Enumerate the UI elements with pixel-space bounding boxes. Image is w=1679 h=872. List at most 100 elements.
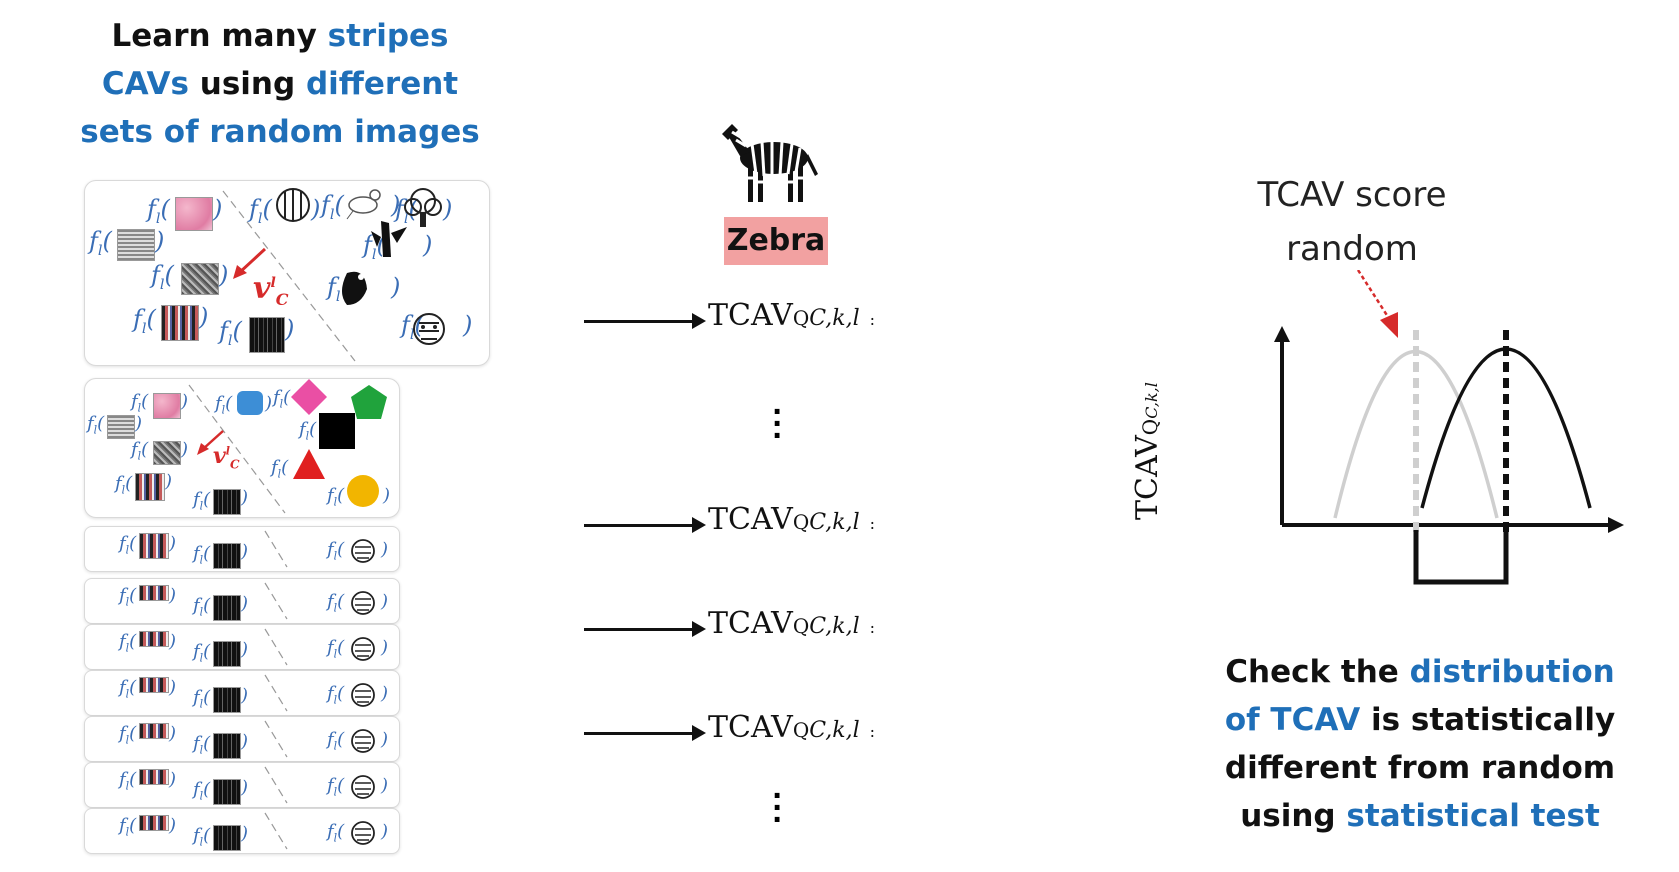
right-conclusion-segment: is statistically bbox=[1360, 702, 1616, 738]
f-label: fl( bbox=[119, 533, 137, 557]
paren: ) bbox=[169, 723, 177, 744]
left-headline-segment: CAVs bbox=[101, 66, 189, 102]
tcav-score-label: TCAV score random bbox=[1232, 168, 1472, 276]
gray-stripes-thumb bbox=[117, 229, 155, 261]
f-label: fl( bbox=[327, 729, 345, 753]
tcav-score-expression: TCAVQC,k,l: bbox=[708, 298, 875, 333]
color-stripes-thumb bbox=[139, 769, 169, 785]
f-label: fl( bbox=[215, 393, 233, 417]
color-stripes-thumb bbox=[139, 585, 169, 601]
paren: ) bbox=[311, 195, 321, 223]
f-label: fl( bbox=[119, 769, 137, 793]
paren: ) bbox=[285, 315, 295, 343]
paren: ) bbox=[169, 585, 177, 606]
color-stripes-thumb bbox=[139, 631, 169, 647]
paren: ) bbox=[383, 485, 391, 506]
f-label: fl( bbox=[193, 825, 211, 849]
tcav-score-line1: TCAV score bbox=[1257, 175, 1447, 215]
paren: ) bbox=[169, 631, 177, 652]
pink-texture-thumb bbox=[153, 393, 181, 419]
f-label: fl( bbox=[119, 631, 137, 655]
cav-arrow-icon bbox=[233, 247, 267, 279]
paren: ) bbox=[241, 487, 249, 508]
left-headline-segment: sets of random images bbox=[80, 114, 480, 150]
cav-card-stacked: fl() fl() fl() bbox=[84, 716, 400, 762]
paren: ) bbox=[381, 821, 389, 842]
cav-card-stacked: fl() fl() fl() bbox=[84, 670, 400, 716]
tcav-text: TCAV bbox=[708, 710, 793, 745]
arrow-line bbox=[584, 320, 694, 323]
cav-card-stacked: fl() fl() fl() bbox=[84, 624, 400, 670]
color-stripes-thumb bbox=[161, 305, 199, 341]
right-conclusion-segment: distribution bbox=[1409, 654, 1615, 690]
distribution-plot bbox=[1274, 270, 1624, 585]
f-label: fl( bbox=[327, 683, 345, 707]
paren: ) bbox=[381, 539, 389, 560]
pink-texture-thumb bbox=[175, 197, 213, 231]
f-label: fl( bbox=[151, 261, 174, 293]
paren: ) bbox=[241, 639, 249, 660]
tcav-sub2: C,k,l bbox=[809, 306, 860, 331]
color-stripes-thumb bbox=[139, 815, 169, 831]
left-headline-segment: stripes bbox=[327, 18, 449, 54]
tiger-icon bbox=[351, 539, 375, 563]
tiger-icon bbox=[351, 591, 375, 615]
left-headline-segment: different bbox=[305, 66, 459, 102]
separator-line bbox=[222, 190, 356, 362]
parrot-icon bbox=[342, 271, 367, 305]
ellipsis-top: · · · bbox=[772, 393, 784, 455]
left-headline-line-3: sets of random images bbox=[30, 108, 530, 156]
f-label: fl( bbox=[131, 391, 149, 415]
tiger-icon bbox=[351, 775, 375, 799]
difference-bracket bbox=[1413, 530, 1509, 585]
tiger-icon bbox=[413, 313, 445, 345]
right-conclusion-line-1: Check the distribution bbox=[1210, 648, 1630, 696]
yellow-circle-icon bbox=[347, 475, 379, 507]
dark-stripes-thumb bbox=[213, 733, 241, 759]
paren: ) bbox=[169, 769, 177, 790]
f-label: fl( bbox=[119, 677, 137, 701]
f-label: fl( bbox=[119, 815, 137, 839]
right-conclusion-segment: using bbox=[1240, 798, 1347, 834]
dark-stripes-thumb bbox=[213, 641, 241, 667]
dark-stripes-thumb bbox=[213, 595, 241, 621]
separator-line bbox=[264, 720, 288, 758]
paren: ) bbox=[169, 677, 177, 698]
paren: ) bbox=[265, 393, 273, 414]
tcav-colon: : bbox=[869, 722, 876, 741]
arrow-head bbox=[692, 725, 706, 741]
random-image-icons bbox=[233, 188, 445, 345]
cav-card-stacked: fl() fl() fl() bbox=[84, 526, 400, 572]
f-label: fl( bbox=[87, 413, 105, 437]
paren: ) bbox=[241, 777, 249, 798]
tiger-icon bbox=[351, 729, 375, 753]
right-conclusion-line-4: using statistical test bbox=[1210, 792, 1630, 840]
f-label: fl( bbox=[193, 641, 211, 665]
tcav-score-expression: TCAVQC,k,l: bbox=[708, 710, 875, 745]
bird-icon bbox=[346, 189, 381, 220]
blue-blob-icon bbox=[237, 391, 263, 415]
cav-card-stacked: fl() fl() fl() bbox=[84, 578, 400, 624]
f-label: fl( bbox=[271, 457, 289, 481]
arrow-line bbox=[584, 628, 694, 631]
paren: ) bbox=[241, 593, 249, 614]
left-headline-line-1: Learn many stripes bbox=[30, 12, 530, 60]
f-label: fl( bbox=[327, 821, 345, 845]
black-square-icon bbox=[319, 413, 355, 449]
cav-vector-label: vlC bbox=[213, 443, 240, 472]
f-label: fl( bbox=[219, 317, 242, 349]
y-axis-arrow bbox=[1274, 326, 1290, 342]
paren: ) bbox=[381, 775, 389, 796]
tcav-score-expression: TCAVQC,k,l: bbox=[708, 502, 875, 537]
f-label: fl( bbox=[89, 227, 112, 259]
separator-line bbox=[264, 812, 288, 850]
paren: ) bbox=[391, 191, 401, 219]
paren: ) bbox=[381, 729, 389, 750]
paren: ) bbox=[155, 227, 165, 255]
dark-stripes-thumb bbox=[213, 779, 241, 805]
ellipsis-bottom: · · · bbox=[772, 777, 784, 839]
left-headline-line-2: CAVs using different bbox=[30, 60, 530, 108]
y-axis-label: TCAVQC,k,l bbox=[1130, 382, 1165, 520]
f-label: fl( bbox=[193, 543, 211, 567]
paren: ) bbox=[241, 731, 249, 752]
